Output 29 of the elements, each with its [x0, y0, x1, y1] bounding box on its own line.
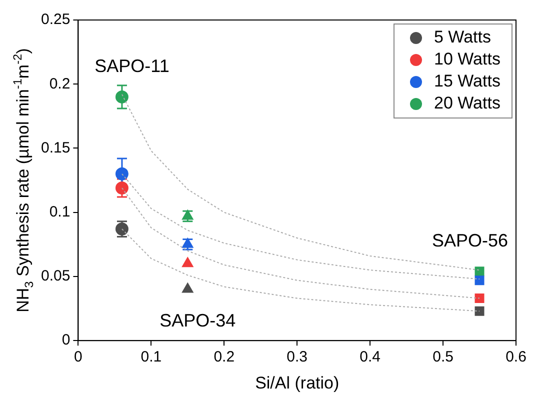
point: [182, 210, 194, 220]
point: [182, 257, 194, 268]
point: [182, 238, 194, 248]
y-axis-title: NH3 Synthesis rate (µmol min-1m-2): [10, 48, 36, 312]
legend-label: 5 Watts: [434, 28, 491, 47]
point: [182, 282, 194, 293]
annotation: SAPO-11: [94, 56, 170, 76]
y-tick-label: 0.1: [49, 204, 70, 220]
x-tick-label: 0: [74, 348, 82, 366]
y-tick-label: 0.2: [49, 75, 70, 92]
legend-label: 15 Watts: [434, 72, 500, 91]
legend-label: 10 Watts: [434, 50, 500, 69]
x-axis-title: Si/Al (ratio): [255, 373, 340, 392]
y-tick-label: 0: [62, 332, 70, 349]
x-tick-label: 0.6: [506, 348, 526, 366]
annotation: SAPO-56: [432, 230, 508, 250]
legend-label: 20 Watts: [434, 94, 500, 113]
x-tick-label: 0.5: [432, 348, 454, 366]
x-tick-label: 0.1: [140, 348, 162, 366]
point: [115, 90, 128, 104]
y-tick-label: 0.05: [40, 268, 70, 285]
point: [115, 167, 128, 180]
point: [115, 181, 128, 194]
x-tick-label: 0.4: [360, 348, 380, 366]
annotation: SAPO-34: [160, 310, 236, 330]
x-tick-label: 0.3: [286, 348, 308, 366]
y-tick-label: 0.15: [40, 139, 70, 156]
x-tick-label: 0.2: [214, 348, 235, 366]
y-tick-label: 0.25: [40, 11, 70, 28]
